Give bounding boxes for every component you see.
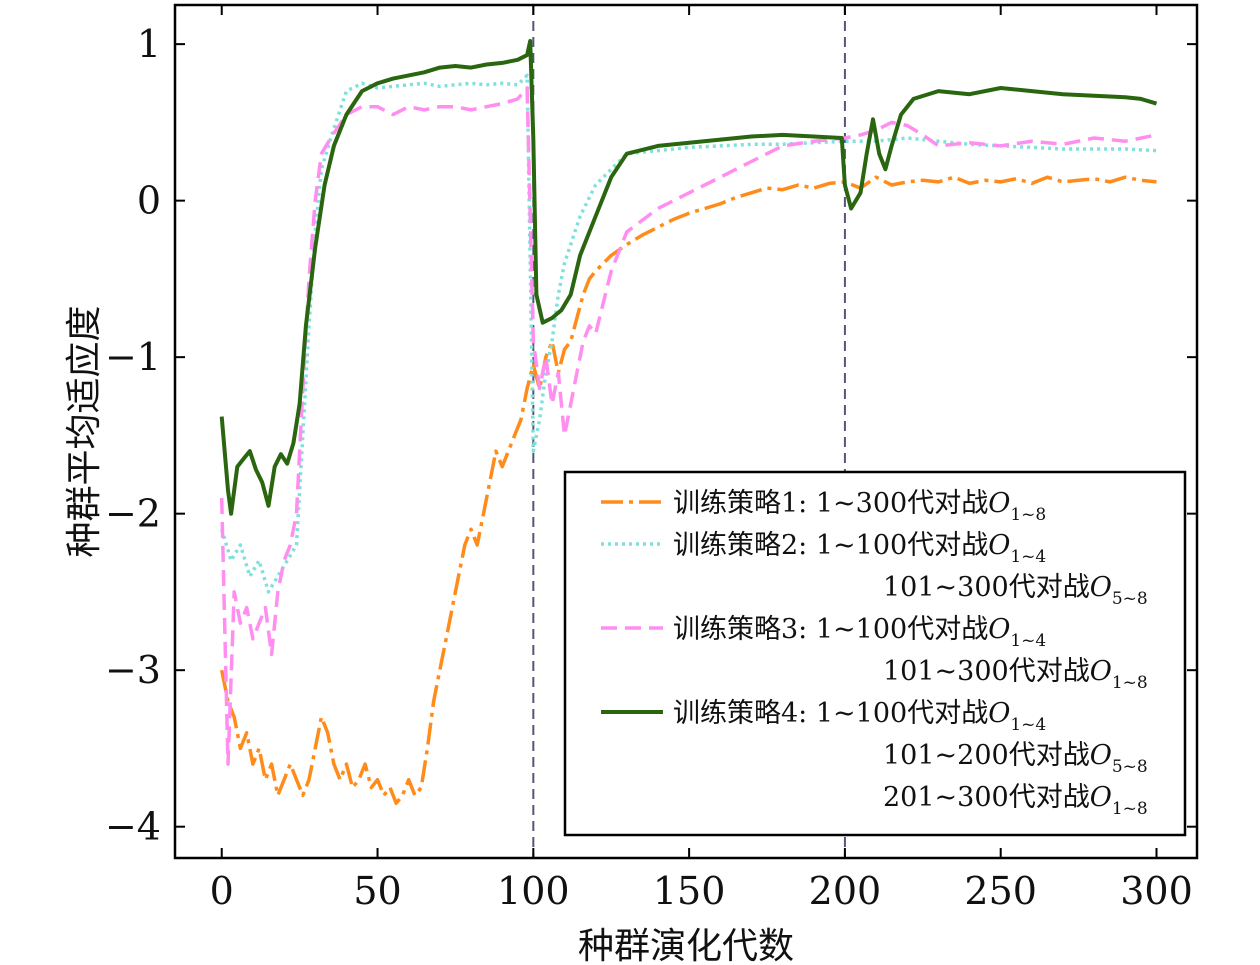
x-tick-label: 150 xyxy=(653,869,726,913)
y-tick-label: −3 xyxy=(105,648,161,692)
legend-label-4-line-2: 101~200代对战O5~8 xyxy=(883,740,1148,777)
y-tick-label: −2 xyxy=(105,492,161,536)
y-tick-label: 1 xyxy=(137,22,161,66)
x-tick-label: 250 xyxy=(964,869,1037,913)
legend: 训练策略1: 1~300代对战O1~8 训练策略2: 1~100代对战O1~4 10… xyxy=(563,470,1187,837)
x-tick-label: 300 xyxy=(1120,869,1193,913)
legend-label-2: 训练策略2: 1~100代对战O1~4 xyxy=(673,530,1046,567)
y-tick-label: 0 xyxy=(137,179,161,223)
legend-box xyxy=(563,470,1187,837)
x-axis-title: 种群演化代数 xyxy=(578,926,794,965)
legend-label-4-line-3: 201~300代对战O1~8 xyxy=(883,782,1148,819)
x-tick-label: 0 xyxy=(210,869,234,913)
x-tick-label: 50 xyxy=(353,869,401,913)
legend-label-2-line-2: 101~300代对战O5~8 xyxy=(883,572,1148,609)
legend-label-4: 训练策略4: 1~100代对战O1~4 xyxy=(673,698,1046,735)
legend-label-3-line-2: 101~300代对战O1~8 xyxy=(883,656,1148,693)
x-tick-label: 200 xyxy=(809,869,882,913)
legend-label-3: 训练策略3: 1~100代对战O1~4 xyxy=(673,614,1046,651)
x-tick-label: 100 xyxy=(497,869,570,913)
y-tick-label: −4 xyxy=(105,805,161,849)
y-tick-label: −1 xyxy=(105,335,161,379)
plot-frame xyxy=(173,3,1199,860)
series-line-3 xyxy=(219,86,1157,766)
series-line-4 xyxy=(219,39,1158,516)
series-line-1 xyxy=(219,175,1157,805)
axes: 0 50 100 150 200 250 300 −4 −3 −2 −1 0 1 xyxy=(105,3,1199,913)
legend-label-1: 训练策略1: 1~300代对战O1~8 xyxy=(673,488,1046,525)
y-axis-title: 种群平均适应度 xyxy=(64,305,105,557)
